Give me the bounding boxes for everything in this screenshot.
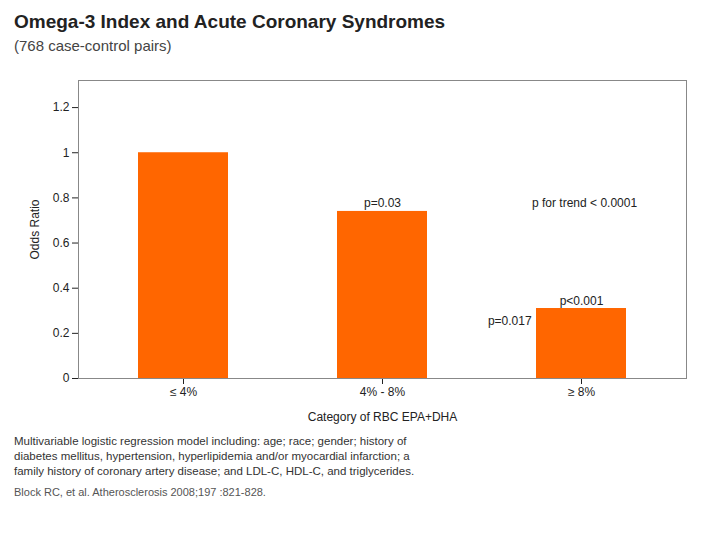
svg-text:≤ 4%: ≤ 4% [170,385,198,399]
svg-text:Category of RBC EPA+DHA: Category of RBC EPA+DHA [308,410,458,424]
svg-text:1.2: 1.2 [53,100,70,114]
svg-text:0.2: 0.2 [53,326,70,340]
svg-text:0: 0 [63,371,70,385]
html-text:Omega-3 Index and Acute Corona: Omega-3 Index and Acute Coronary Syndrom… [14,11,446,32]
html-text:Block RC, et al. Atheroscleros: Block RC, et al. Atherosclerosis 2008;19… [14,486,266,498]
svg-text:p<0.001: p<0.001 [560,294,604,308]
html-text:diabetes mellitus, hypertensio: diabetes mellitus, hypertension, hyperli… [14,450,410,462]
svg-text:p for trend < 0.0001: p for trend < 0.0001 [532,196,637,210]
svg-text:1: 1 [63,146,70,160]
svg-text:0.6: 0.6 [53,236,70,250]
html-text:(768 case-control pairs): (768 case-control pairs) [14,37,172,54]
svg-text:p=0.03: p=0.03 [364,196,401,210]
svg-text:p=0.017: p=0.017 [488,314,532,328]
html-text:Multivariable logistic regress: Multivariable logistic regression model … [14,435,407,447]
html-text:family history of coronary art: family history of coronary artery diseas… [14,465,415,477]
svg-text:0.8: 0.8 [53,191,70,205]
svg-text:Odds Ratio: Odds Ratio [28,199,42,259]
svg-text:≥ 8%: ≥ 8% [568,385,596,399]
svg-text:0.4: 0.4 [53,281,70,295]
svg-text:4% - 8%: 4% - 8% [360,385,406,399]
